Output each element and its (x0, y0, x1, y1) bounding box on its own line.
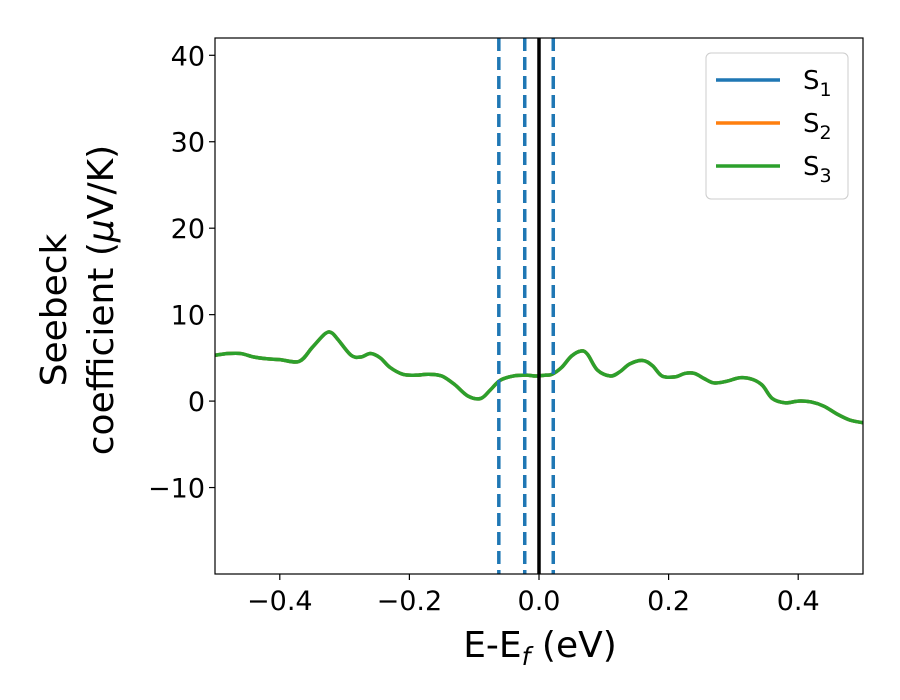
legend: S1 S2 S3 (705, 52, 849, 200)
y-axis-title-mu: μ (81, 219, 122, 243)
y-axis-title-line2: coefficient (μV/K) (81, 145, 122, 455)
x-tick-label: 0.2 (647, 586, 690, 617)
legend-label-1: S1 (803, 66, 832, 101)
y-tick-label: 30 (171, 128, 205, 159)
axis-ticks: −0.4 −0.2 0.0 0.2 0.4 −10 0 10 20 30 40 (148, 41, 820, 617)
y-axis-title-prefix: coefficient ( (81, 242, 122, 455)
legend-label-2: S2 (803, 109, 832, 144)
y-axis-title-line1: Seebeck (34, 233, 75, 386)
x-tick-label: 0.0 (518, 586, 561, 617)
y-tick-label: −10 (148, 474, 205, 505)
y-tick-label: 0 (188, 387, 205, 418)
x-tick-label: 0.4 (777, 586, 820, 617)
series-layer (215, 330, 863, 425)
vertical-reference-lines (497, 38, 556, 574)
x-axis-title-main: E-E (463, 625, 521, 666)
series-line-3 (215, 330, 863, 425)
x-axis-title-unit: (eV) (530, 625, 616, 666)
y-tick-label: 10 (171, 301, 205, 332)
x-tick-label: −0.4 (247, 586, 313, 617)
x-tick-label: −0.2 (377, 586, 443, 617)
y-tick-label: 20 (171, 214, 205, 245)
y-tick-label: 40 (171, 41, 205, 72)
legend-box (705, 52, 849, 200)
x-axis-title: E-Ef (eV) (463, 625, 617, 671)
y-axis-title-suffix: V/K) (81, 145, 122, 219)
legend-label-3: S3 (803, 152, 832, 187)
